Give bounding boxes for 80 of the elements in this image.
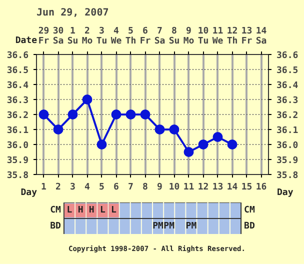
y2-tick-label: 36.1 — [276, 126, 298, 136]
point — [96, 140, 107, 150]
x2-tick-label: 14 Sa — [256, 26, 268, 46]
x2-tick-label: 7 Sa — [154, 26, 166, 46]
y2-tick-label: 36.3 — [276, 96, 298, 106]
y2-tick-label: 35.8 — [276, 171, 298, 181]
point — [53, 124, 64, 134]
x2-tick-label: 11 We — [212, 26, 224, 46]
y-tick-label: 35.8 — [6, 171, 29, 181]
y-tick-label: 36.6 — [6, 51, 29, 61]
point — [184, 147, 194, 157]
x-tick-label: 9 — [157, 182, 162, 192]
x-tick-label: 15 — [241, 182, 252, 192]
point — [227, 140, 238, 150]
y-tick-label: 36.3 — [6, 96, 29, 106]
category-label: CM — [50, 206, 61, 216]
x2-tick-label: 12 Th — [226, 26, 238, 46]
x2-tick-label: 10 Tu — [198, 26, 209, 46]
text: PM — [152, 222, 164, 232]
x2-tick-label: 13 Fr — [241, 26, 253, 46]
y-tick-label: 35.9 — [6, 156, 29, 166]
x2-tick-label: 1 Su — [67, 26, 78, 46]
x2-tick-label: 8 Su — [168, 26, 180, 46]
y-tick-label: 36.4 — [6, 81, 30, 91]
x2-tick-label: 2 Mo — [82, 26, 93, 46]
y-tick-label: 36.5 — [6, 66, 29, 76]
point — [82, 94, 92, 104]
x-tick-label: 13 — [212, 182, 224, 192]
x2-tick-label: 29 Fr — [38, 26, 50, 46]
point — [154, 124, 165, 134]
x-tick-label: 11 — [183, 182, 194, 192]
point — [126, 110, 136, 120]
y2-tick-label: 36.5 — [276, 66, 298, 76]
text: L — [111, 206, 116, 216]
x-tick-label: 8 — [142, 182, 148, 192]
x-axis-title: Day — [20, 187, 37, 200]
text: L — [100, 206, 106, 216]
x-tick-label: 12 — [198, 182, 209, 192]
point — [111, 110, 122, 120]
x2-tick-label: 6 Fr — [140, 26, 152, 46]
x2-axis-title: Date — [15, 35, 37, 48]
x-tick-label: 1 — [41, 182, 46, 192]
x-tick-label: 3 — [70, 182, 76, 192]
y-tick-label: 36.1 — [6, 126, 29, 136]
category-label: BD — [50, 222, 61, 232]
x2-tick-label: 3 Tu — [96, 26, 108, 46]
x-tick-label: 2 — [56, 182, 61, 192]
y2-tick-label: 36.0 — [276, 141, 298, 151]
x2-tick-label: 5 Th — [125, 26, 136, 46]
x-tick-label: 7 — [128, 182, 134, 192]
x-tick-label: 6 — [114, 182, 119, 192]
text: Day — [277, 188, 294, 198]
point — [198, 140, 208, 150]
x-tick-label: 5 — [99, 182, 104, 192]
text: H — [88, 206, 94, 216]
point — [169, 124, 180, 134]
y2-tick-label: 36.4 — [276, 81, 299, 91]
y2-tick-label: 36.2 — [276, 111, 298, 121]
x-tick-label: 10 — [168, 182, 180, 192]
x-tick-label: 4 — [84, 182, 91, 192]
x-tick-label: 16 — [256, 182, 267, 192]
x2-tick-label: 9 Mo — [183, 26, 194, 46]
text: H — [78, 206, 84, 216]
y2-tick-label: 35.9 — [276, 156, 298, 166]
y2-tick-label: 36.6 — [276, 51, 298, 61]
category-label: CM — [244, 206, 255, 216]
point — [68, 110, 78, 120]
text: PM — [186, 222, 197, 232]
text: PM — [164, 222, 175, 232]
text: L — [66, 206, 72, 216]
chart-title: Jun 29, 2007 — [36, 8, 109, 18]
category-label: BD — [244, 222, 255, 232]
y-tick-label: 36.2 — [6, 111, 29, 121]
y-tick-label: 36.0 — [6, 141, 29, 151]
x2-tick-label: 30 Sa — [52, 26, 64, 46]
point — [212, 132, 223, 142]
x-tick-label: 14 — [226, 182, 238, 192]
point — [38, 110, 49, 120]
x2-tick-label: 4 We — [110, 26, 122, 46]
point — [140, 110, 150, 120]
